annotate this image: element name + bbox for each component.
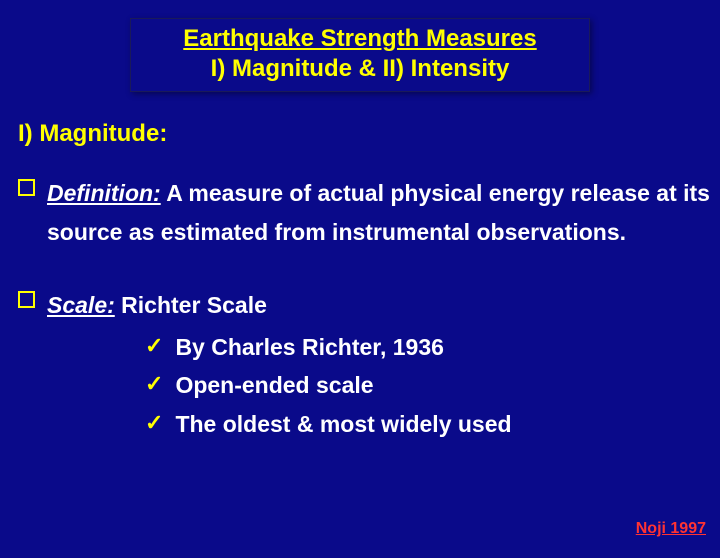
sub-item-text: The oldest & most widely used [175, 408, 511, 440]
scale-body: Richter Scale [115, 292, 267, 318]
check-icon: ✓ [145, 331, 163, 362]
list-item: ✓ Open-ended scale [145, 369, 720, 401]
bullet-scale: Scale: Richter Scale [0, 286, 720, 325]
check-icon: ✓ [145, 369, 163, 400]
definition-text: Definition: A measure of actual physical… [47, 174, 720, 252]
sub-item-text: By Charles Richter, 1936 [175, 331, 443, 363]
square-bullet-icon [18, 291, 35, 308]
title-box: Earthquake Strength Measures I) Magnitud… [130, 18, 590, 92]
scale-sublist: ✓ By Charles Richter, 1936 ✓ Open-ended … [0, 331, 720, 440]
list-item: ✓ By Charles Richter, 1936 [145, 331, 720, 363]
definition-label: Definition: [47, 180, 161, 206]
scale-text: Scale: Richter Scale [47, 286, 267, 325]
section-heading: I) Magnitude: [18, 120, 720, 148]
square-bullet-icon [18, 179, 35, 196]
check-icon: ✓ [145, 408, 163, 439]
citation: Noji 1997 [636, 520, 706, 538]
bullet-definition: Definition: A measure of actual physical… [0, 174, 720, 252]
list-item: ✓ The oldest & most widely used [145, 408, 720, 440]
sub-item-text: Open-ended scale [175, 369, 373, 401]
scale-label: Scale: [47, 292, 115, 318]
title-line2: I) Magnitude & II) Intensity [141, 55, 579, 83]
title-line1: Earthquake Strength Measures [141, 25, 579, 53]
